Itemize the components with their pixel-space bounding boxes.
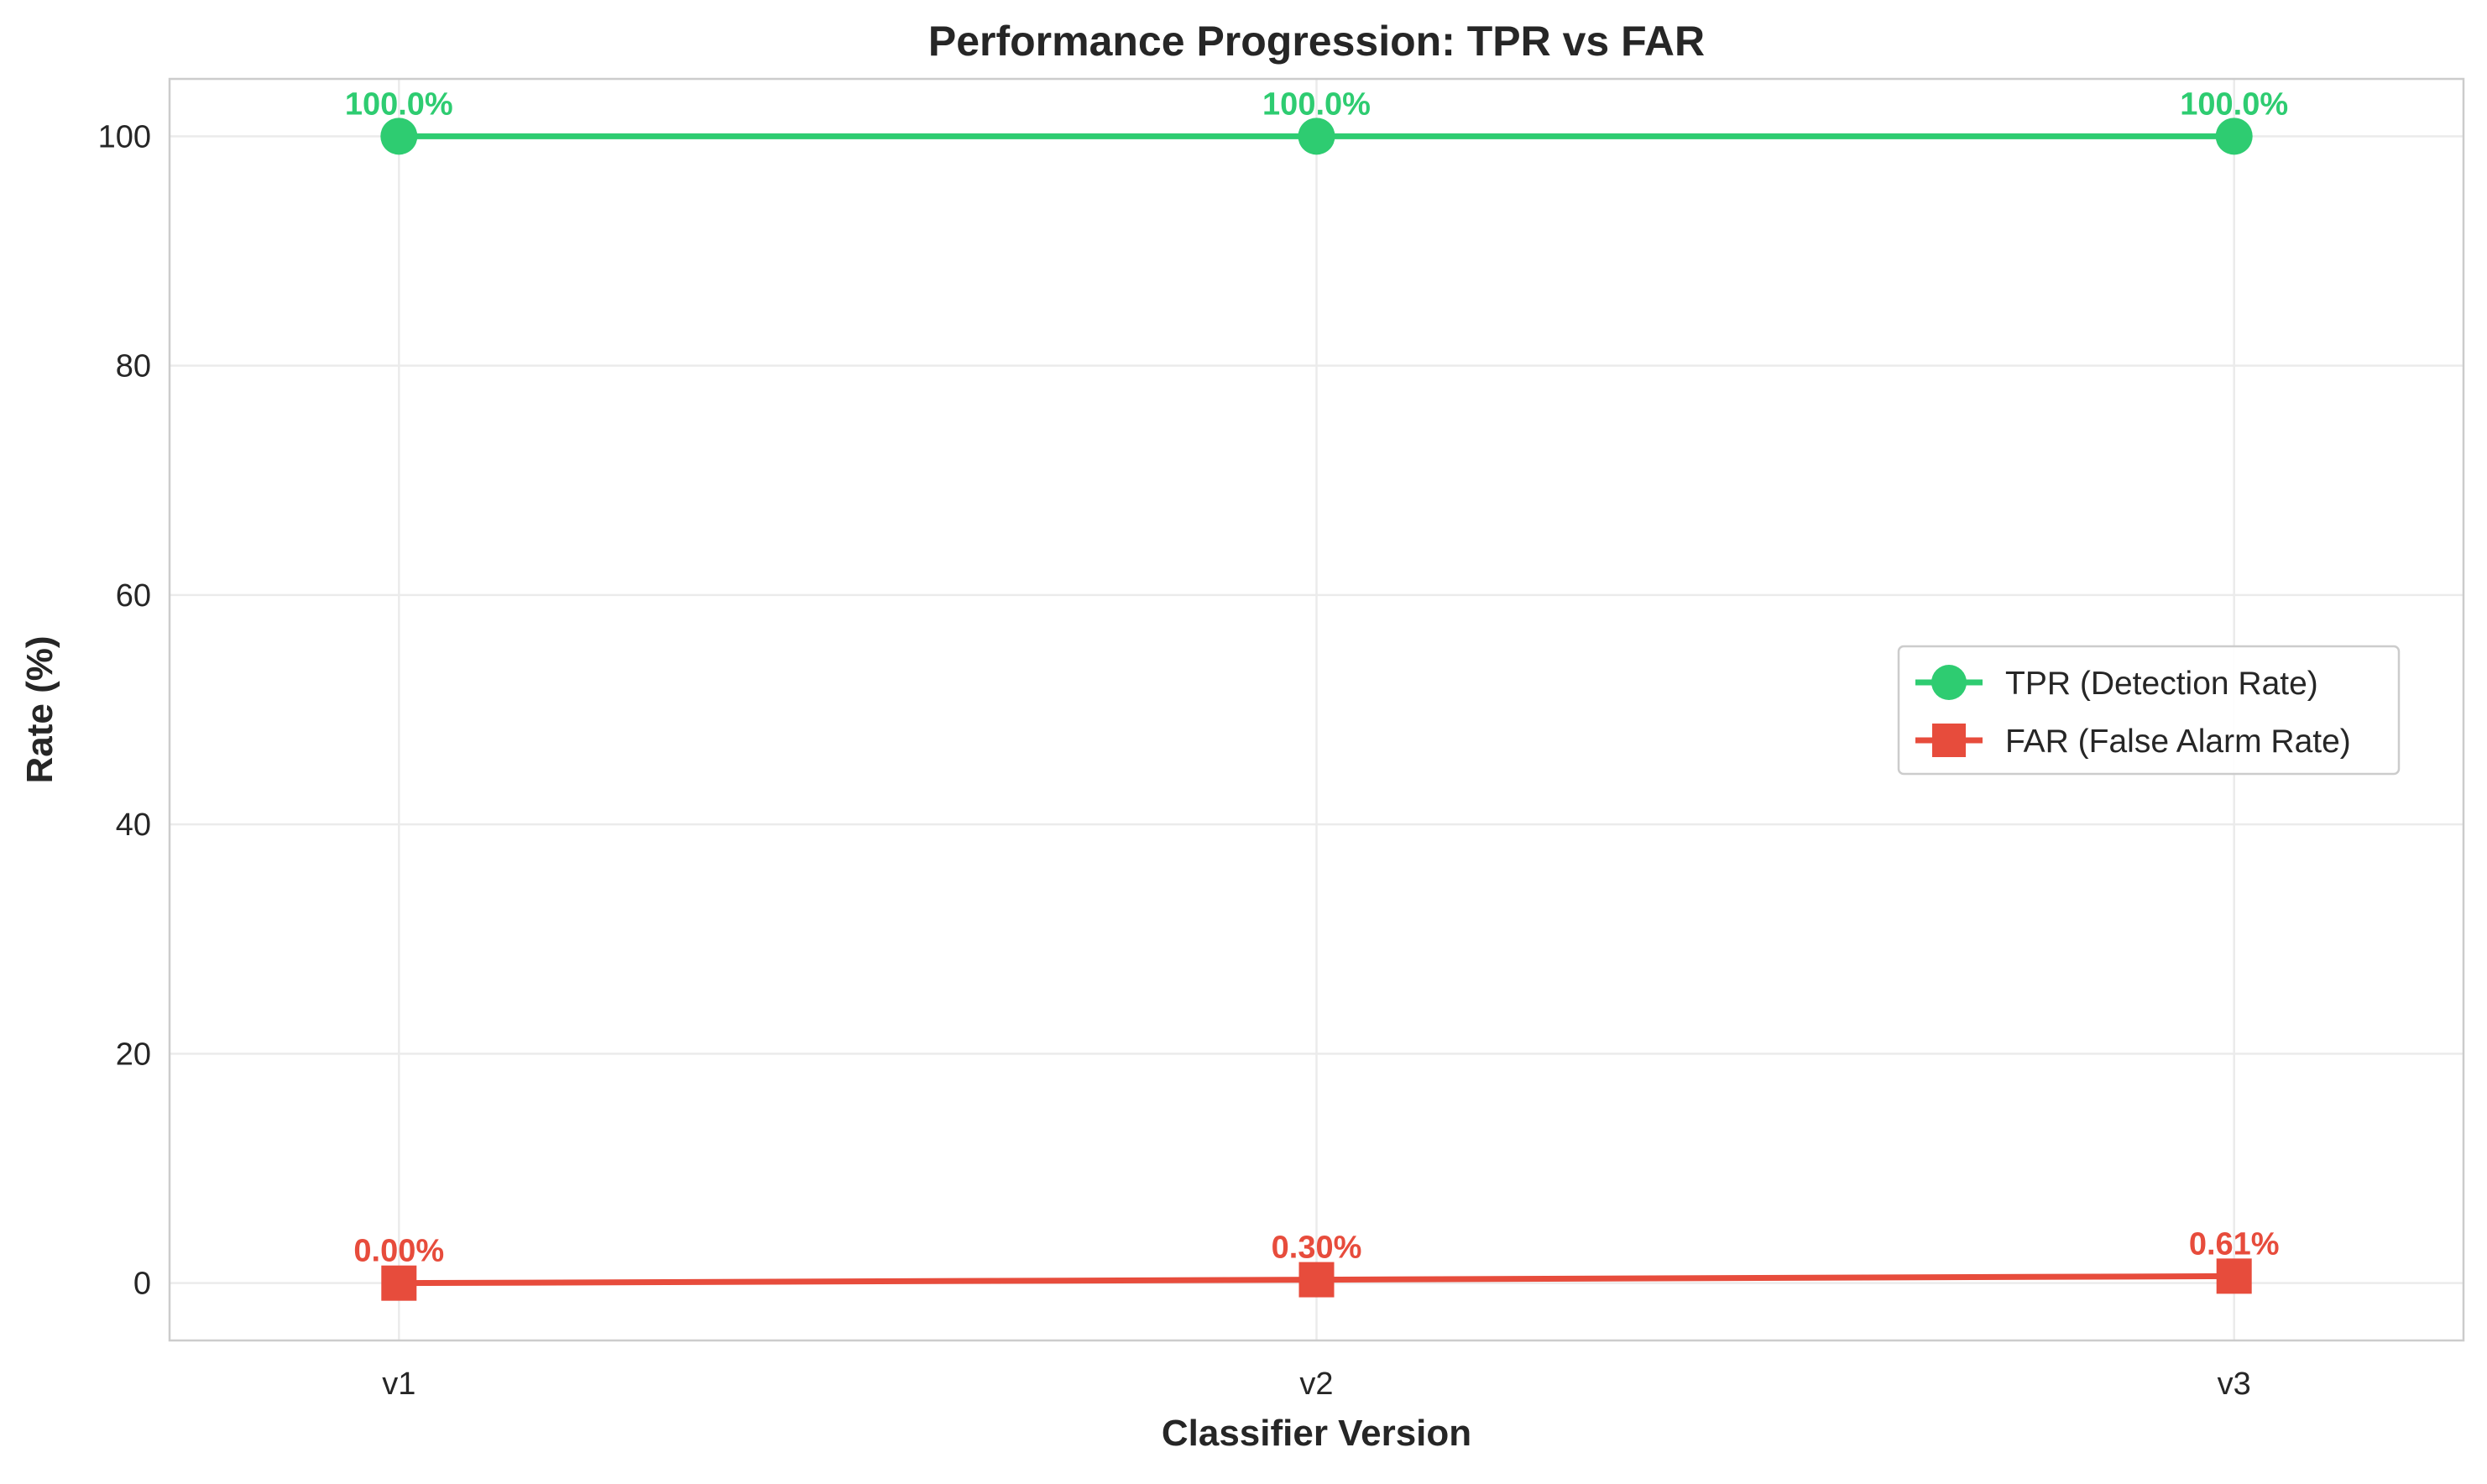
chart-title: Performance Progression: TPR vs FAR [928, 18, 1705, 65]
x-tick-label: v3 [2218, 1366, 2251, 1402]
plot-frame [168, 77, 2465, 1342]
y-tick-label: 0 [133, 1267, 151, 1302]
tick-labels: 0 20 40 60 80 100 v1 v2 v3 [98, 119, 2251, 1402]
y-tick-label: 80 [116, 349, 151, 384]
series-1: 0.00% 0.30% 0.61% [353, 1226, 2280, 1301]
legend-item: TPR (Detection Rate) [1915, 665, 2318, 702]
x-axis-label: Classifier Version [1162, 1413, 1471, 1454]
data-point [380, 118, 418, 155]
legend-marker [1932, 724, 1966, 757]
legend-item: FAR (False Alarm Rate) [1915, 724, 2351, 760]
y-tick-label: 20 [116, 1037, 151, 1072]
data-point [381, 1265, 417, 1301]
legend: TPR (Detection Rate) FAR (False Alarm Rat… [1897, 645, 2401, 776]
data-label: 0.30% [1272, 1231, 1362, 1266]
legend-box [1897, 645, 2401, 776]
data-point [1298, 118, 1335, 155]
data-label: 0.61% [2189, 1226, 2280, 1262]
x-tick-label: v1 [382, 1366, 415, 1402]
legend-marker [1931, 665, 1967, 700]
y-tick-label: 100 [98, 119, 151, 154]
x-tick-label: v2 [1299, 1366, 1333, 1402]
data-point [1298, 1262, 1335, 1298]
y-tick-label: 60 [116, 578, 151, 614]
series-layer: 100.0% 100.0% 100.0% 0.00% 0.30% 0.61% [345, 86, 2288, 1301]
data-label: 0.00% [353, 1234, 444, 1269]
data-label: 100.0% [1262, 86, 1371, 122]
y-axis-label: Rate (%) [19, 635, 60, 783]
legend-label: FAR (False Alarm Rate) [2005, 724, 2351, 760]
y-tick-label: 40 [116, 807, 151, 843]
legend-label: TPR (Detection Rate) [2005, 666, 2318, 702]
series-0: 100.0% 100.0% 100.0% [345, 86, 2288, 155]
data-label: 100.0% [345, 86, 453, 122]
data-label: 100.0% [2180, 86, 2288, 122]
data-point [2216, 1258, 2252, 1294]
data-point [2215, 118, 2253, 155]
